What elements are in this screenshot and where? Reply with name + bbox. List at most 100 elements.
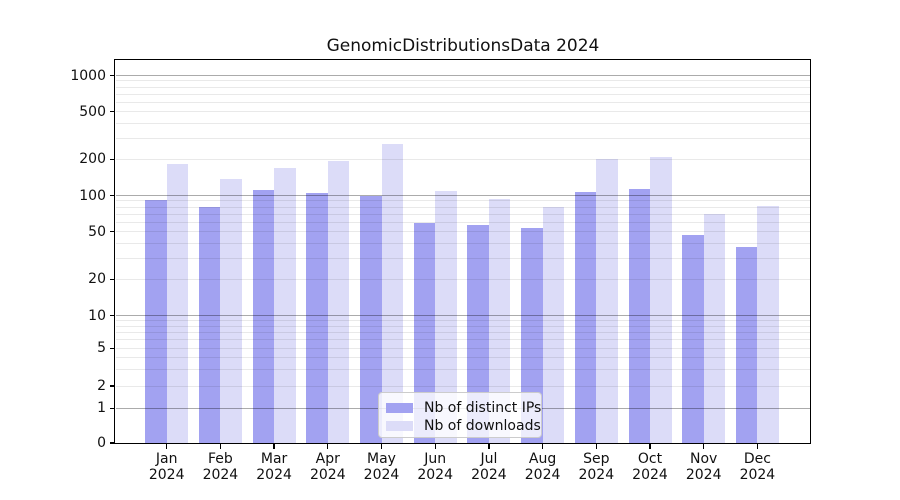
x-tick-label-aug-2024: Aug 2024 (524, 451, 561, 483)
gridline-5 (116, 347, 810, 349)
gridline-2 (116, 385, 810, 387)
x-tick-label-dec-2024: Dec 2024 (739, 451, 776, 483)
gridline-6 (116, 339, 810, 341)
y-tick-mark-1 (109, 407, 115, 409)
bar-nb-of-distinct-ips-sep-2024 (574, 192, 597, 443)
bar-nb-of-downloads-jan-2024 (166, 164, 189, 443)
bar-nb-of-downloads-sep-2024 (596, 159, 618, 443)
gridline-9 (116, 319, 810, 321)
gridline-90 (116, 200, 810, 202)
x-tick-label-jan-2024: Jan 2024 (148, 451, 185, 483)
bar-nb-of-distinct-ips-jan-2024 (145, 200, 167, 443)
gridline-7 (116, 331, 810, 333)
x-tick-label-nov-2024: Nov 2024 (685, 451, 722, 483)
bar-nb-of-downloads-apr-2024 (327, 161, 350, 443)
y-tick-label-500: 500 (79, 103, 106, 120)
bar-nb-of-downloads-aug-2024 (542, 207, 565, 443)
y-tick-mark-100 (109, 194, 115, 197)
x-tick-mark-jan-2024 (166, 444, 168, 449)
y-tick-label-0: 0 (97, 435, 106, 451)
x-tick-label-sep-2024: Sep 2024 (578, 451, 615, 483)
x-tick-mark-aug-2024 (541, 444, 544, 449)
x-tick-mark-oct-2024 (649, 444, 651, 449)
gridline-600 (116, 101, 810, 103)
bar-nb-of-downloads-jul-2024 (488, 198, 511, 443)
x-tick-mark-mar-2024 (273, 444, 275, 449)
bar-nb-of-downloads-nov-2024 (703, 214, 726, 443)
x-tick-mark-jul-2024 (488, 444, 490, 449)
bar-nb-of-distinct-ips-dec-2024 (735, 247, 758, 443)
bar-nb-of-distinct-ips-nov-2024 (682, 234, 704, 443)
x-tick-mark-apr-2024 (327, 444, 329, 449)
gridline-30 (116, 257, 810, 259)
gridline-10 (116, 315, 810, 316)
y-tick-mark-5 (109, 347, 115, 349)
gridline-4 (116, 356, 810, 358)
gridline-100 (116, 195, 810, 196)
bar-nb-of-distinct-ips-jun-2024 (413, 222, 436, 443)
legend: Nb of distinct IPs Nb of downloads (378, 392, 542, 438)
y-tick-label-100: 100 (79, 187, 106, 204)
x-tick-label-mar-2024: Mar 2024 (256, 451, 292, 483)
y-tick-label-50: 50 (88, 223, 106, 240)
y-tick-mark-200 (109, 158, 115, 161)
gridline-500 (116, 111, 810, 113)
bar-nb-of-distinct-ips-may-2024 (360, 196, 382, 443)
x-tick-mark-may-2024 (380, 444, 383, 449)
gridline-3 (116, 368, 810, 370)
y-tick-label-1000: 1000 (70, 67, 106, 84)
x-tick-mark-sep-2024 (595, 444, 597, 449)
gridline-1000 (116, 75, 810, 76)
legend-item-distinct-ips: Nb of distinct IPs (386, 399, 541, 417)
legend-label-downloads: Nb of downloads (424, 418, 541, 434)
x-tick-mark-jun-2024 (434, 444, 436, 449)
bar-nb-of-distinct-ips-feb-2024 (198, 207, 221, 443)
bar-nb-of-distinct-ips-apr-2024 (306, 192, 328, 443)
bar-nb-of-distinct-ips-oct-2024 (628, 188, 650, 443)
x-tick-label-feb-2024: Feb 2024 (202, 451, 239, 483)
y-tick-mark-500 (109, 110, 115, 113)
gridline-20 (116, 278, 810, 280)
x-tick-mark-feb-2024 (219, 444, 222, 449)
gridline-300 (116, 137, 810, 139)
y-tick-mark-1000 (109, 74, 115, 77)
y-tick-label-200: 200 (79, 151, 106, 168)
bar-nb-of-downloads-oct-2024 (650, 156, 672, 443)
gridline-800 (116, 86, 810, 88)
y-tick-mark-2 (109, 385, 115, 387)
legend-label-distinct-ips: Nb of distinct IPs (424, 400, 542, 416)
gridline-70 (116, 213, 810, 215)
y-tick-mark-50 (109, 230, 115, 233)
bar-nb-of-distinct-ips-aug-2024 (521, 227, 543, 443)
y-tick-mark-20 (109, 278, 115, 281)
y-tick-label-10: 10 (88, 307, 106, 324)
y-tick-mark-0 (109, 442, 115, 444)
y-tick-label-5: 5 (97, 340, 106, 357)
x-tick-label-jun-2024: Jun 2024 (417, 451, 453, 483)
bar-nb-of-distinct-ips-mar-2024 (252, 189, 275, 443)
bar-nb-of-distinct-ips-jul-2024 (467, 224, 489, 443)
gridline-900 (116, 80, 810, 82)
legend-swatch-distinct-ips (386, 403, 413, 413)
x-tick-label-jul-2024: Jul 2024 (471, 451, 507, 483)
chart-title: GenomicDistributionsData 2024 (326, 36, 600, 56)
bar-nb-of-downloads-jun-2024 (435, 191, 457, 443)
y-tick-label-2: 2 (97, 378, 106, 394)
plot-border (114, 59, 811, 444)
gridline-200 (116, 158, 810, 160)
y-tick-label-1: 1 (97, 400, 106, 417)
y-tick-label-20: 20 (88, 271, 106, 288)
legend-item-downloads: Nb of downloads (386, 417, 541, 435)
gridline-80 (116, 206, 810, 208)
legend-swatch-downloads (386, 421, 413, 431)
gridline-40 (116, 242, 810, 244)
y-tick-mark-10 (109, 314, 115, 317)
gridline-700 (116, 93, 810, 95)
gridline-60 (116, 221, 810, 223)
x-tick-label-oct-2024: Oct 2024 (632, 451, 668, 483)
